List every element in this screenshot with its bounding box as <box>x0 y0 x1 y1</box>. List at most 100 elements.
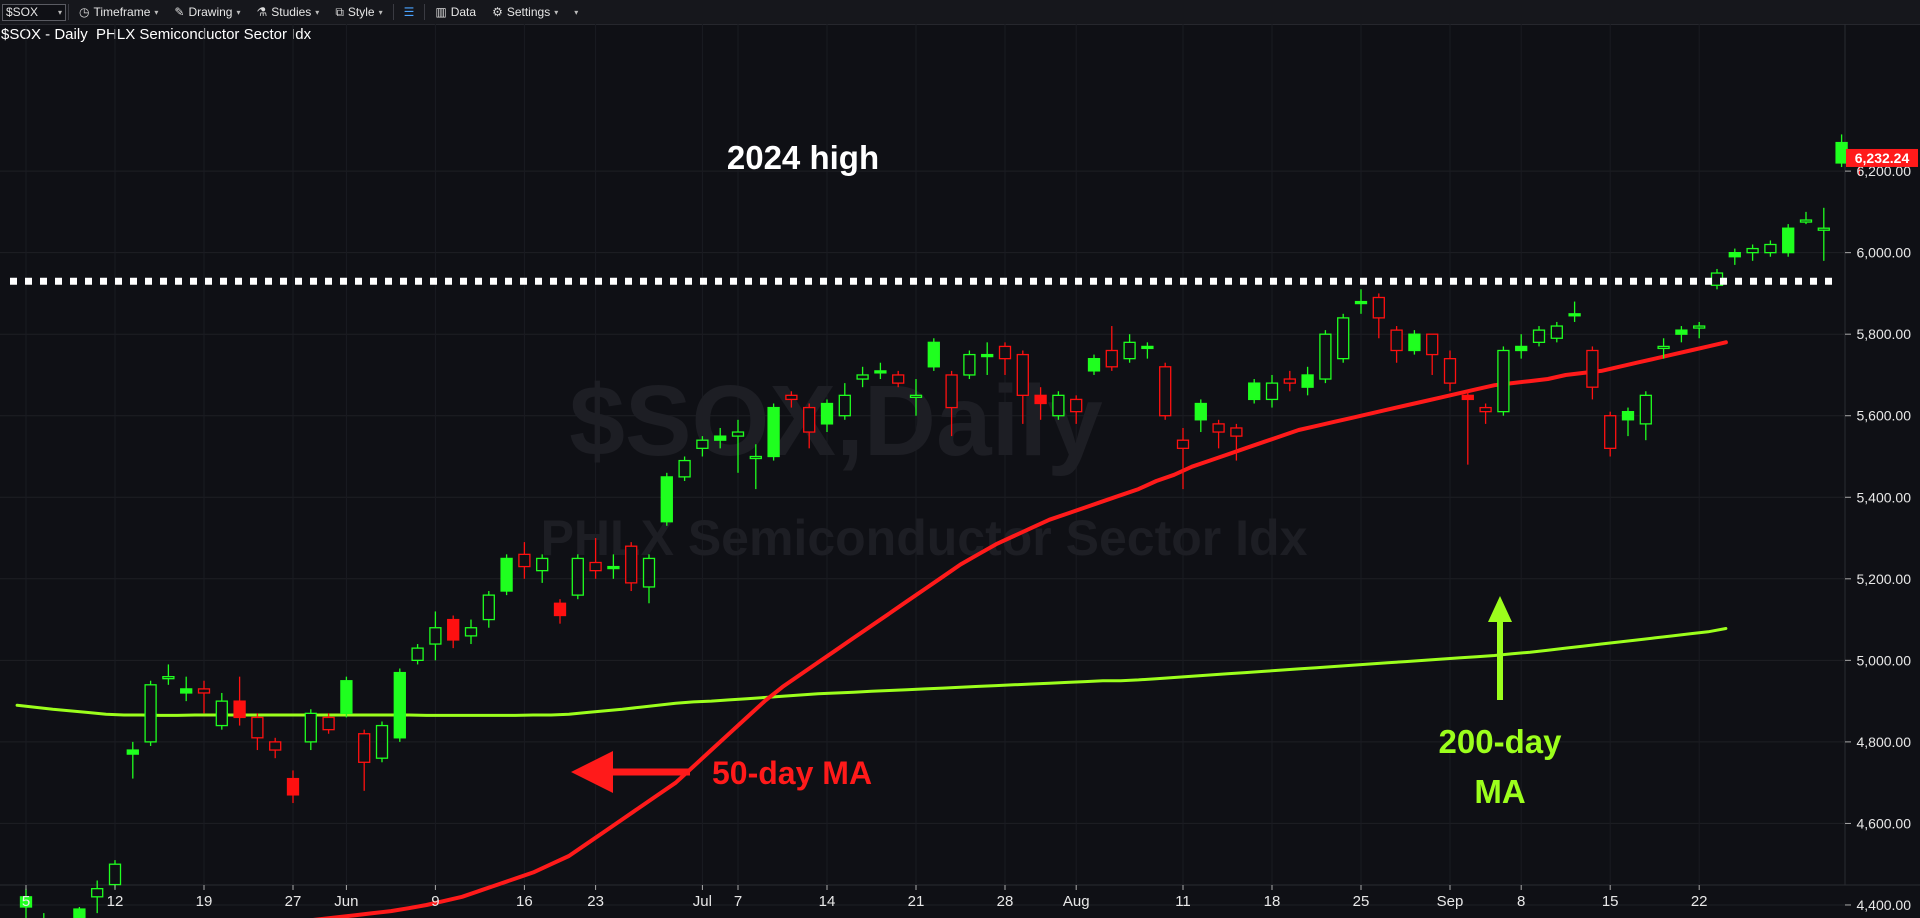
ma50-layer <box>312 340 1728 918</box>
candle-body <box>1390 329 1403 352</box>
candle-up <box>429 611 442 661</box>
x-tick-label: 12 <box>107 893 124 910</box>
candle-body <box>1176 439 1190 449</box>
candle-body <box>1408 333 1421 352</box>
layout-button[interactable]: ☰ <box>396 0 423 24</box>
candle-up <box>1248 379 1261 404</box>
x-tick-label: 5 <box>22 893 30 910</box>
candle-body <box>1319 333 1332 380</box>
candle-down <box>1586 346 1599 400</box>
candle-up <box>696 436 709 457</box>
drawing-menu[interactable]: ✎ Drawing ▾ <box>166 0 248 24</box>
candle-body <box>91 888 104 898</box>
studies-label: Studies <box>271 5 312 19</box>
style-menu[interactable]: ⧉ Style ▾ <box>327 0 390 24</box>
chevron-down-icon: ▾ <box>236 7 241 17</box>
candle-down <box>447 615 460 649</box>
candles <box>19 134 1866 918</box>
candle-up <box>43 913 45 918</box>
style-label: Style <box>347 5 375 19</box>
candle-down <box>233 676 246 726</box>
candle-up <box>500 554 513 596</box>
chart-title: $SOX - Daily PHLX Semiconductor Sector I… <box>1 26 312 43</box>
studies-menu[interactable]: ⚗ Studies ▾ <box>249 0 328 24</box>
candle-body <box>1354 300 1368 305</box>
candle-body <box>126 749 139 755</box>
grid <box>0 24 1920 906</box>
candle-up <box>838 383 851 420</box>
candle-body <box>1123 341 1136 360</box>
candle-down <box>803 403 816 449</box>
candle-up <box>1194 399 1207 433</box>
candle-down <box>358 729 371 791</box>
candle-up <box>482 591 495 628</box>
candle-down <box>1159 362 1172 420</box>
candle-up <box>411 644 424 665</box>
candle-down <box>1479 403 1492 424</box>
candle-body <box>1604 415 1617 449</box>
candle-body <box>1532 329 1546 343</box>
candle-body <box>1817 227 1830 231</box>
candle-down <box>1426 333 1439 375</box>
x-tick-label: 27 <box>285 893 302 910</box>
candle-down <box>785 391 798 408</box>
settings-menu[interactable]: ⚙ Settings ▾ <box>484 0 566 24</box>
chevron-down-icon: ▾ <box>554 7 559 17</box>
candle-body <box>1657 345 1670 350</box>
candle-body <box>1443 358 1457 384</box>
candle-down <box>1230 423 1243 461</box>
candle-body <box>1835 141 1848 164</box>
y-tick-label: 4,800.00 <box>1857 734 1912 750</box>
candle-up <box>1799 211 1813 225</box>
toolbar-divider <box>424 4 426 20</box>
timeframe-label: Timeframe <box>93 5 151 19</box>
candle-body <box>785 394 798 401</box>
candle-body <box>482 594 495 621</box>
candle-up <box>1693 321 1706 339</box>
candle-up <box>464 619 478 645</box>
x-tick-label: Sep <box>1437 893 1464 910</box>
candle-up <box>162 664 175 685</box>
pencil-icon: ✎ <box>174 5 185 19</box>
candle-up <box>981 342 994 375</box>
candle-body <box>304 712 317 743</box>
x-tick-label: 23 <box>587 893 604 910</box>
candle-body <box>1728 251 1741 258</box>
candle-body <box>411 647 424 662</box>
candle-up <box>1408 330 1421 355</box>
candle-up <box>108 860 122 889</box>
candle-down <box>1604 411 1617 457</box>
x-tick-label: Jun <box>334 893 358 910</box>
candle-up <box>1141 342 1154 359</box>
last-price-tag: 6,232.24 <box>1846 148 1918 167</box>
candle-body <box>1337 317 1350 360</box>
high-label: 2024 high <box>727 139 879 176</box>
chevron-down-icon: ▾ <box>315 7 320 17</box>
candle-up <box>375 721 389 763</box>
candle-body <box>963 353 976 376</box>
candle-down <box>1283 370 1296 392</box>
price-tag-label: 6,232.24 <box>1855 150 1910 166</box>
candle-down <box>1034 387 1047 420</box>
candle-down <box>1372 293 1385 339</box>
candle-body <box>589 561 602 572</box>
candle-body <box>1087 358 1101 372</box>
data-menu[interactable]: ▥ Data <box>427 0 484 24</box>
symbol-input[interactable]: $SOX ▾ <box>2 3 66 21</box>
candle-up <box>874 362 887 380</box>
more-menu[interactable]: ▾ <box>566 0 586 24</box>
candle-down <box>589 538 602 579</box>
candle-body <box>642 557 656 588</box>
candle-down <box>1176 427 1190 490</box>
candle-body <box>197 688 211 694</box>
candle-body <box>1621 411 1635 421</box>
candle-body <box>660 476 673 523</box>
candle-body <box>447 618 460 641</box>
timeframe-menu[interactable]: ◷ Timeframe ▾ <box>71 0 166 24</box>
candle-body <box>1515 345 1528 352</box>
x-tick-label: 22 <box>1691 893 1708 910</box>
candle-up <box>1621 407 1635 437</box>
candle-body <box>1426 333 1439 356</box>
chevron-down-icon: ▾ <box>57 7 62 17</box>
